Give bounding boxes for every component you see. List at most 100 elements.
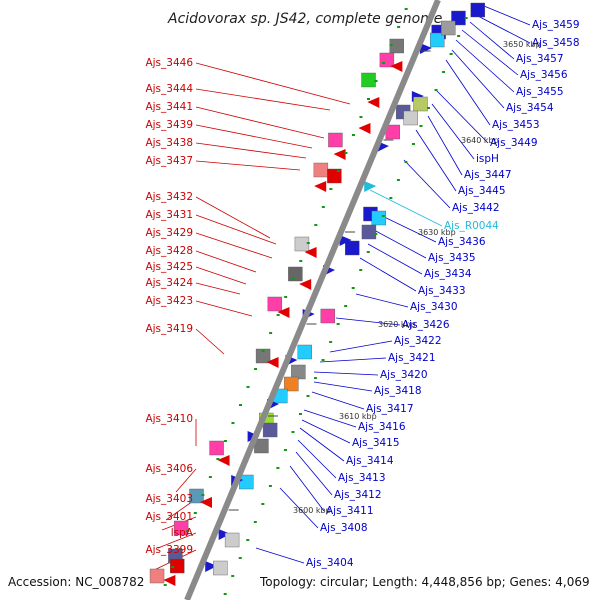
gene-label-left[interactable]: Ajs_3419: [145, 323, 193, 335]
gene-label-left[interactable]: Ajs_3432: [145, 191, 193, 203]
scale-dot: [449, 53, 453, 55]
scale-dot: [321, 359, 325, 361]
gene-label-right[interactable]: Ajs_3434: [424, 268, 472, 280]
gene-label-right[interactable]: Ajs_3418: [374, 385, 422, 397]
gene-block: [379, 52, 395, 68]
gene-label-right[interactable]: Ajs_3454: [506, 102, 554, 114]
gene-label-right[interactable]: Ajs_3436: [438, 236, 486, 248]
leader-line: [295, 451, 333, 496]
gene-block: [209, 440, 224, 456]
gene-label-left[interactable]: Ajs_3399: [145, 544, 193, 556]
gene-arrow: [218, 529, 231, 540]
gene-label-right[interactable]: Ajs_3433: [418, 285, 466, 297]
scale-dot: [246, 539, 250, 541]
scale-dot: [291, 431, 295, 433]
gene-label-right[interactable]: Ajs_3412: [334, 489, 382, 501]
leader-line: [279, 487, 319, 529]
gene-label-left[interactable]: Ajs_3401: [145, 511, 193, 523]
gene-label-right[interactable]: Ajs_3420: [380, 369, 428, 381]
gene-label-right[interactable]: Ajs_3411: [326, 505, 374, 517]
gene-label-left[interactable]: Ajs_3431: [145, 209, 193, 221]
gene-label-left[interactable]: Ajs_3438: [145, 137, 193, 149]
scale-dot: [253, 521, 257, 523]
gene-label-right[interactable]: Ajs_3455: [516, 86, 564, 98]
gene-block: [430, 32, 445, 48]
gene-label-left[interactable]: Ajs_3446: [145, 57, 193, 69]
scale-dot: [268, 485, 272, 487]
scale-dot: [321, 206, 325, 208]
leader-line: [313, 381, 373, 392]
gene-label-left[interactable]: Ajs_3406: [145, 463, 193, 475]
gene-label-right[interactable]: Ajs_3421: [388, 352, 436, 364]
gene-label-left[interactable]: Ajs_3429: [145, 227, 193, 239]
gene-label-right[interactable]: Ajs_3458: [532, 37, 580, 49]
gene-label-right[interactable]: Ajs_3456: [520, 69, 568, 81]
scale-dot: [411, 143, 415, 145]
ticks: 3650 kbp 3640 kbp 3630 kbp 3620 kbp 3610 kbp…: [163, 8, 541, 595]
gene-block: [297, 344, 312, 360]
gene-label-left[interactable]: Ajs_3424: [145, 277, 193, 289]
map-title: Acidovorax sp. JS42, complete genome: [167, 11, 442, 27]
gene-label-right[interactable]: Ajs_3430: [410, 301, 458, 313]
gene-label-right[interactable]: Ajs_3435: [428, 252, 476, 264]
leader-line: [483, 5, 531, 26]
gene-label-left[interactable]: Ajs_3437: [145, 155, 193, 167]
tick-label: 3640 kbp: [461, 136, 499, 145]
tick-label: 3630 kbp: [418, 228, 456, 237]
gene-label-right[interactable]: Ajs_3408: [320, 522, 368, 534]
gene-label-left[interactable]: Ajs_3428: [145, 245, 193, 257]
gene-block: [170, 558, 185, 574]
gene-label-left[interactable]: Ajs_3403: [145, 493, 193, 505]
gene-label-left[interactable]: Ajs_3425: [145, 261, 193, 273]
gene-block: [149, 568, 165, 584]
scale-dot: [374, 80, 378, 82]
gene-label-right[interactable]: Ajs_3414: [346, 455, 394, 467]
scale-dot: [374, 233, 378, 235]
gene-label-left[interactable]: Ajs_3439: [145, 119, 193, 131]
gene-label-right[interactable]: Ajs_3415: [352, 437, 400, 449]
leader-line: [195, 106, 325, 139]
gene-arrow: [333, 149, 346, 160]
leader-line: [255, 547, 305, 564]
gene-label-left[interactable]: Ajs_3410: [145, 413, 193, 425]
scale-dot: [291, 278, 295, 280]
leader-line: [195, 300, 253, 317]
scale-dot: [336, 170, 340, 172]
gene-label-right[interactable]: Ajs_3459: [532, 19, 580, 31]
gene-label-right[interactable]: Ajs_3426: [402, 319, 450, 331]
scale-dot: [238, 557, 242, 559]
gene-label-right[interactable]: Ajs_3453: [492, 119, 540, 131]
gene-arrow: [367, 97, 380, 108]
scale-dot: [208, 476, 212, 478]
gene-label-right[interactable]: Ajs_3413: [338, 472, 386, 484]
gene-label-right[interactable]: ispH: [476, 153, 499, 165]
leader-line: [195, 282, 241, 295]
scale-dot: [442, 71, 446, 73]
gene-label-left[interactable]: lspA: [171, 527, 194, 539]
gene-label-right[interactable]: Ajs_3447: [464, 169, 512, 181]
gene-label-right[interactable]: Ajs_3457: [516, 53, 564, 65]
gene-label-left[interactable]: Ajs_3441: [145, 101, 193, 113]
scale-dot: [351, 134, 355, 136]
gene-label-right[interactable]: Ajs_R0044: [444, 220, 499, 232]
tick-label: 3610 kbp: [339, 412, 377, 421]
scale-dot: [216, 458, 220, 460]
gene-label-left[interactable]: Ajs_3444: [145, 83, 193, 95]
gene-label-right[interactable]: Ajs_3416: [358, 421, 406, 433]
leader-line: [195, 214, 277, 245]
gene-label-right[interactable]: Ajs_3417: [366, 403, 414, 415]
gene-label-right[interactable]: Ajs_3422: [394, 335, 442, 347]
gene-label-right[interactable]: Ajs_3449: [490, 137, 538, 149]
gene-label-left[interactable]: Ajs_3423: [145, 295, 193, 307]
gene-label-right[interactable]: Ajs_3404: [306, 557, 354, 569]
leader-line: [195, 266, 247, 285]
scale-dot: [314, 377, 318, 379]
scale-dot: [306, 395, 310, 397]
leader-line: [195, 62, 351, 105]
gene-label-right[interactable]: Ajs_3442: [452, 202, 500, 214]
leader-line: [369, 189, 443, 227]
scale-dot: [427, 107, 431, 109]
gene-label-right[interactable]: Ajs_3445: [458, 185, 506, 197]
scale-dot: [171, 566, 175, 568]
